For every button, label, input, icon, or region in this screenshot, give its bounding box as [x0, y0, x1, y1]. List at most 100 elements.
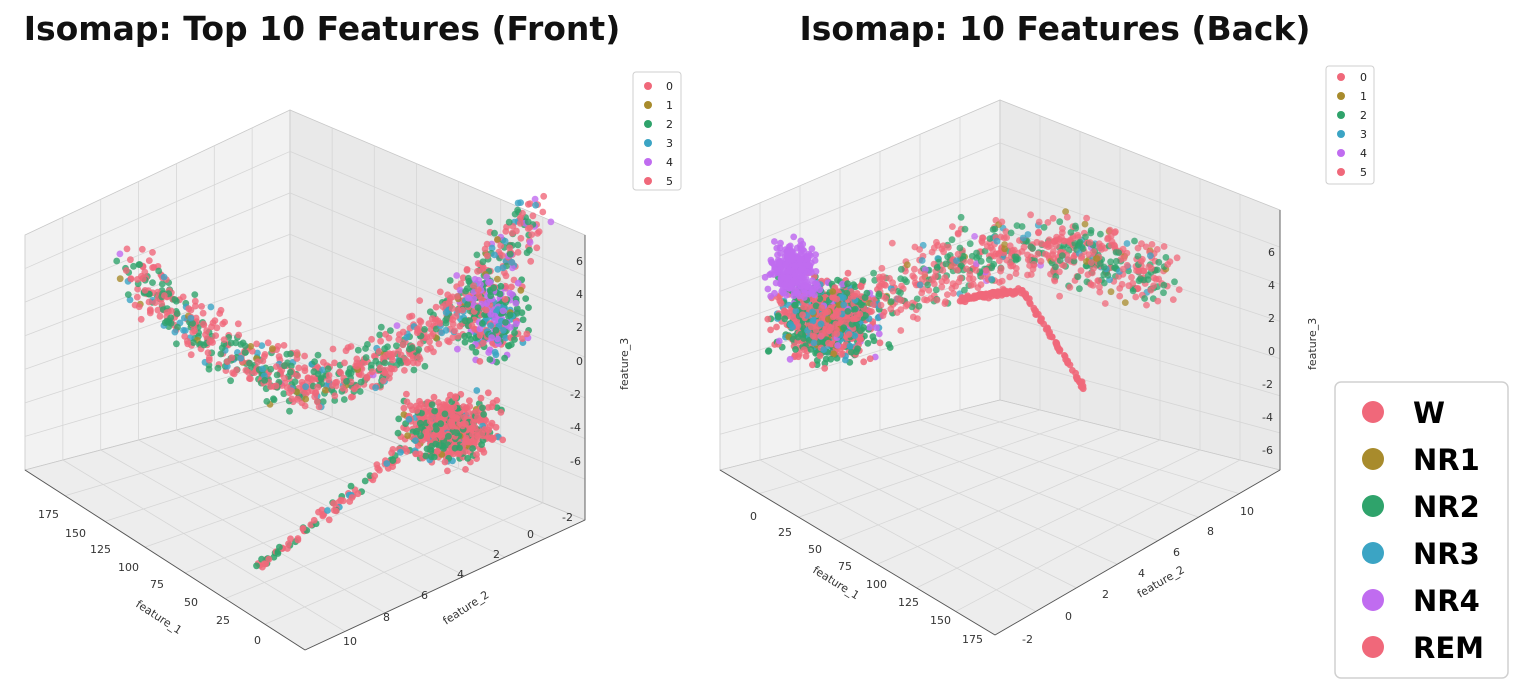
gridline: [289, 233, 586, 358]
scatter-point: [850, 292, 857, 300]
scatter-point: [1074, 273, 1082, 281]
scatter-point: [444, 337, 451, 345]
z-tick-label: 2: [576, 321, 583, 334]
scatter-point: [454, 293, 461, 300]
scatter-point: [1024, 256, 1032, 264]
scatter-point: [767, 326, 774, 334]
scatter-point: [477, 281, 484, 288]
scatter-point: [494, 236, 501, 243]
scatter-point: [851, 283, 859, 291]
scatter-point: [287, 368, 294, 376]
scatter-point: [400, 411, 408, 418]
scatter-point: [409, 354, 417, 362]
scatter-point: [768, 258, 775, 266]
scatter-point: [354, 346, 362, 354]
scatter-point: [180, 327, 187, 334]
scatter-point: [484, 389, 492, 397]
scatter-point: [155, 267, 163, 275]
scatter-point: [488, 244, 496, 252]
scatter-point: [994, 289, 1002, 296]
scatter-point: [247, 343, 255, 350]
scatter-point: [401, 367, 408, 374]
scatter-point: [856, 310, 864, 318]
scatter-point: [813, 280, 820, 287]
gridline: [999, 142, 1281, 248]
scatter-point: [774, 313, 782, 321]
scatter-point: [1027, 271, 1035, 278]
scatter-point: [403, 448, 411, 455]
gridline: [919, 419, 1199, 518]
chart-title: Isomap: Top 10 Features (Front): [24, 9, 621, 48]
x-tick-label: 50: [808, 543, 822, 556]
scatter-point: [844, 280, 851, 287]
scatter-point: [838, 351, 845, 358]
scatter-point: [501, 237, 509, 245]
scatter-point: [368, 368, 376, 376]
gridline: [798, 419, 1081, 518]
scatter-point: [487, 310, 495, 318]
scatter-point: [399, 328, 407, 336]
legend-label: 3: [666, 137, 673, 150]
scatter-point: [264, 339, 272, 347]
y-tick-labels: -2 0 2 4 6 8 10: [1022, 505, 1254, 646]
scatter-point: [494, 275, 501, 283]
scatter-point: [482, 306, 490, 314]
stage-legend-marker-rem: [1362, 636, 1384, 658]
scatter-point: [511, 329, 518, 337]
scatter-point: [791, 262, 799, 270]
scatter-point: [1049, 214, 1057, 222]
scatter-point: [426, 308, 434, 316]
scatter-point: [1087, 229, 1095, 237]
scatter-point: [1051, 277, 1059, 285]
scatter-point: [496, 290, 504, 298]
scatter-point: [319, 398, 327, 405]
scatter-point: [448, 305, 456, 312]
legend-marker-4: [644, 158, 652, 166]
scatter-point: [517, 214, 524, 222]
scatter-point: [446, 277, 454, 284]
scatter-point: [474, 286, 482, 294]
stage-legend-marker-nr3: [1362, 542, 1384, 564]
scatter-point: [1046, 242, 1054, 250]
scatter-point: [804, 254, 812, 262]
scatter-point: [790, 233, 798, 241]
scatter-point: [372, 357, 380, 365]
scatter-point: [818, 304, 826, 312]
scatter-point: [801, 289, 809, 297]
scatter-point: [362, 354, 370, 361]
scatter-point: [481, 245, 489, 253]
scatter-point: [924, 281, 932, 289]
scatter-point: [435, 340, 443, 348]
gridline: [719, 356, 1001, 435]
scatter-point: [483, 299, 491, 307]
scatter-point: [1067, 229, 1075, 236]
scatter-point: [233, 366, 240, 374]
scatter-point: [212, 332, 220, 339]
scatter-point: [390, 350, 397, 358]
scatter-point: [1087, 259, 1095, 266]
scatter-point: [394, 429, 402, 437]
scatter-point: [1137, 257, 1145, 265]
z-tick-label: 6: [576, 255, 583, 268]
scatter-point: [829, 288, 837, 295]
scatter-point: [454, 306, 462, 314]
scatter-point: [497, 242, 505, 250]
scatter-point: [424, 427, 432, 435]
legend-marker-4: [1337, 149, 1345, 157]
scatter-point: [287, 350, 294, 358]
scatter-point: [237, 354, 245, 362]
scatter-point: [453, 272, 461, 279]
z-tick-label: 6: [1268, 246, 1275, 259]
scatter-point: [1148, 241, 1156, 248]
scatter-point: [141, 268, 149, 276]
scatter-point: [539, 208, 547, 216]
scatter-point: [360, 359, 368, 367]
scatter-point: [376, 331, 384, 339]
scatter-point: [408, 312, 416, 320]
scatter-point: [185, 305, 193, 313]
scatter-point: [181, 333, 189, 340]
scatter-point: [1153, 266, 1161, 274]
scatter-point: [765, 347, 773, 355]
scatter-point: [786, 355, 794, 363]
scatter-point: [434, 447, 441, 455]
